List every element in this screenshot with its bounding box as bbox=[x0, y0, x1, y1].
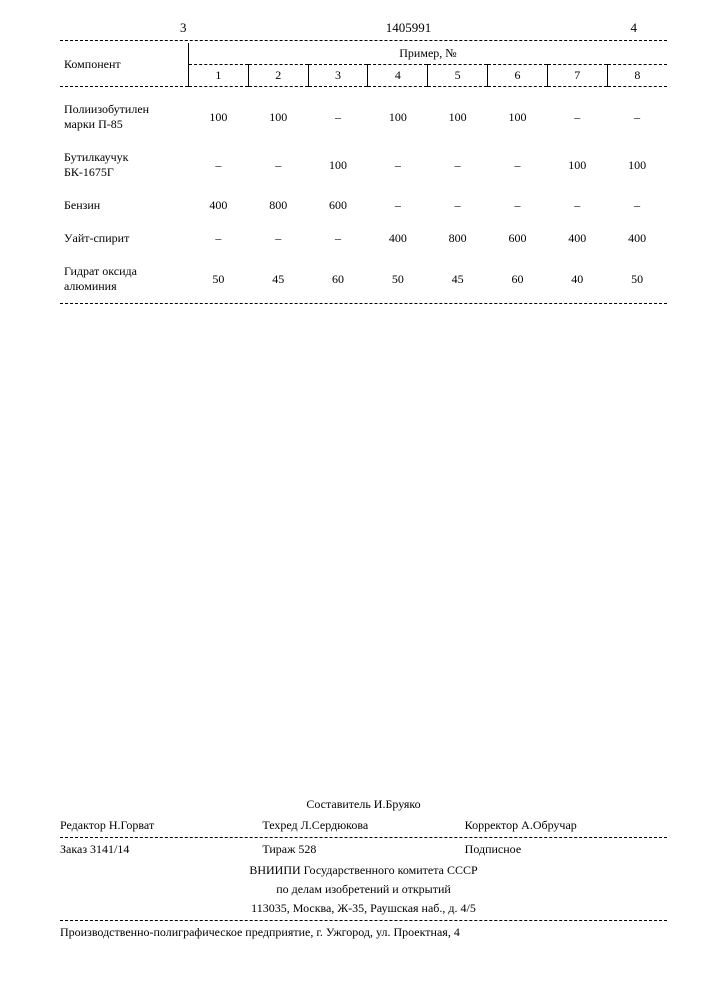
editor-line: Редактор Н.Горват bbox=[60, 818, 262, 833]
header-example: Пример, № bbox=[189, 43, 668, 65]
col-8: 8 bbox=[607, 65, 667, 87]
divider bbox=[60, 303, 667, 304]
table-row: Бензин 400 800 600 – – – – – bbox=[60, 195, 667, 216]
subscription-line: Подписное bbox=[465, 842, 667, 857]
cell: 100 bbox=[607, 147, 667, 183]
cell: 50 bbox=[368, 261, 428, 297]
cell: – bbox=[547, 195, 607, 216]
divider bbox=[60, 920, 667, 921]
composition-table: Компонент Пример, № 1 2 3 4 5 6 7 8 Поли… bbox=[60, 43, 667, 304]
cell: 100 bbox=[308, 147, 368, 183]
cell: 100 bbox=[547, 147, 607, 183]
cell: – bbox=[428, 147, 488, 183]
page-content: 3 1405991 4 Компонент Пример, № 1 2 3 4 … bbox=[0, 0, 707, 304]
cell: – bbox=[607, 195, 667, 216]
cell: 400 bbox=[547, 228, 607, 249]
footer: Составитель И.Бруяко Редактор Н.Горват Т… bbox=[60, 793, 667, 940]
cell: – bbox=[547, 99, 607, 135]
cell: – bbox=[488, 147, 548, 183]
order-line: Заказ 3141/14 bbox=[60, 842, 262, 857]
cell: 600 bbox=[308, 195, 368, 216]
col-7: 7 bbox=[547, 65, 607, 87]
cell: – bbox=[368, 195, 428, 216]
cell: 800 bbox=[428, 228, 488, 249]
org-line2: по делам изобретений и открытий bbox=[60, 882, 667, 897]
cell: 50 bbox=[607, 261, 667, 297]
col-1: 1 bbox=[189, 65, 249, 87]
row-name-4: Уайт-спирит bbox=[60, 228, 189, 249]
row-name-5a: Гидрат оксида bbox=[64, 264, 137, 278]
cell: – bbox=[248, 147, 308, 183]
cell: 100 bbox=[428, 99, 488, 135]
table-row: Уайт-спирит – – – 400 800 600 400 400 bbox=[60, 228, 667, 249]
col-3: 3 bbox=[308, 65, 368, 87]
row-name-5b: алюминия bbox=[64, 279, 117, 293]
org-line1: ВНИИПИ Государственного комитета СССР bbox=[60, 863, 667, 878]
cell: 100 bbox=[189, 99, 249, 135]
cell: 60 bbox=[488, 261, 548, 297]
cell: – bbox=[368, 147, 428, 183]
compiler-line: Составитель И.Бруяко bbox=[60, 797, 667, 812]
address-line: 113035, Москва, Ж-35, Раушская наб., д. … bbox=[60, 901, 667, 916]
cell: – bbox=[189, 147, 249, 183]
divider bbox=[60, 40, 667, 41]
cell: – bbox=[189, 228, 249, 249]
corrector-line: Корректор А.Обручар bbox=[465, 818, 667, 833]
table-row: Полиизобутиленмарки П-85 100 100 – 100 1… bbox=[60, 99, 667, 135]
cell: – bbox=[488, 195, 548, 216]
cell: 400 bbox=[368, 228, 428, 249]
cell: – bbox=[607, 99, 667, 135]
cell: 600 bbox=[488, 228, 548, 249]
tirage-line: Тираж 528 bbox=[262, 842, 464, 857]
divider bbox=[60, 837, 667, 838]
page-num-left: 3 bbox=[180, 20, 187, 36]
cell: 100 bbox=[368, 99, 428, 135]
col-5: 5 bbox=[428, 65, 488, 87]
header-numbers: 3 1405991 4 bbox=[60, 20, 667, 36]
cell: – bbox=[308, 228, 368, 249]
col-2: 2 bbox=[248, 65, 308, 87]
cell: 50 bbox=[189, 261, 249, 297]
cell: – bbox=[428, 195, 488, 216]
techred-line: Техред Л.Сердюкова bbox=[262, 818, 464, 833]
row-name-1b: марки П-85 bbox=[64, 117, 123, 131]
cell: 800 bbox=[248, 195, 308, 216]
row-name-2b: БК-1675Г bbox=[64, 165, 114, 179]
cell: 400 bbox=[607, 228, 667, 249]
row-name-2a: Бутилкаучук bbox=[64, 150, 128, 164]
cell: 45 bbox=[428, 261, 488, 297]
col-6: 6 bbox=[488, 65, 548, 87]
cell: – bbox=[248, 228, 308, 249]
table-row: Гидрат оксидаалюминия 50 45 60 50 45 60 … bbox=[60, 261, 667, 297]
patent-number: 1405991 bbox=[386, 20, 432, 36]
cell: 60 bbox=[308, 261, 368, 297]
cell: 400 bbox=[189, 195, 249, 216]
col-4: 4 bbox=[368, 65, 428, 87]
printer-line: Производственно-полиграфическое предприя… bbox=[60, 925, 667, 940]
row-name-3: Бензин bbox=[60, 195, 189, 216]
cell: 40 bbox=[547, 261, 607, 297]
table-row: БутилкаучукБК-1675Г – – 100 – – – 100 10… bbox=[60, 147, 667, 183]
row-name-1a: Полиизобутилен bbox=[64, 102, 149, 116]
cell: – bbox=[308, 99, 368, 135]
page-num-right: 4 bbox=[631, 20, 638, 36]
cell: 100 bbox=[488, 99, 548, 135]
cell: 100 bbox=[248, 99, 308, 135]
cell: 45 bbox=[248, 261, 308, 297]
header-component: Компонент bbox=[60, 43, 189, 87]
